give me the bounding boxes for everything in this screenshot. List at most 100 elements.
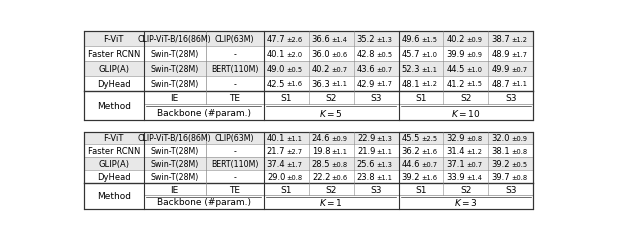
Text: GLIP(A): GLIP(A) [98, 160, 129, 168]
Text: ±0.8: ±0.8 [511, 174, 527, 180]
Text: 23.8: 23.8 [356, 172, 375, 182]
Text: S1: S1 [415, 94, 427, 103]
Text: CLIP(63M): CLIP(63M) [215, 35, 254, 44]
Text: ±0.5: ±0.5 [376, 52, 392, 58]
Text: ±1.3: ±1.3 [376, 161, 392, 167]
Text: 48.1: 48.1 [402, 80, 420, 88]
Text: -: - [233, 50, 236, 59]
Text: S1: S1 [415, 185, 427, 194]
Bar [84, 132, 533, 209]
Text: 45.5: 45.5 [402, 134, 420, 143]
Text: 22.2: 22.2 [312, 172, 330, 182]
Text: ±1.3: ±1.3 [376, 37, 392, 43]
Text: 44.6: 44.6 [402, 160, 420, 168]
Text: ±1.6: ±1.6 [421, 174, 437, 180]
Text: Swin-T(28M): Swin-T(28M) [150, 65, 198, 74]
Text: ±0.9: ±0.9 [331, 136, 347, 141]
Text: ±1.1: ±1.1 [421, 66, 437, 72]
Text: ±1.6: ±1.6 [421, 148, 437, 154]
Text: ±1.1: ±1.1 [331, 148, 347, 154]
Text: ±1.0: ±1.0 [466, 66, 482, 72]
Text: S1: S1 [280, 94, 292, 103]
Text: ±1.1: ±1.1 [376, 174, 392, 180]
Text: ±1.5: ±1.5 [421, 37, 437, 43]
Text: 39.2: 39.2 [492, 160, 510, 168]
Text: 36.6: 36.6 [312, 35, 330, 44]
Bar [84, 32, 533, 120]
Bar [84, 32, 533, 47]
Text: TE: TE [229, 185, 240, 194]
Text: -: - [233, 172, 236, 182]
Text: Faster RCNN: Faster RCNN [88, 50, 140, 59]
Text: ±0.7: ±0.7 [466, 161, 482, 167]
Text: BERT(110M): BERT(110M) [211, 65, 259, 74]
Text: Swin-T(28M): Swin-T(28M) [150, 160, 198, 168]
Text: S3: S3 [505, 185, 516, 194]
Text: IE: IE [170, 94, 179, 103]
Text: 40.1: 40.1 [267, 134, 285, 143]
Text: $K = 1$: $K = 1$ [319, 196, 343, 207]
Text: S2: S2 [325, 185, 337, 194]
Text: ±2.7: ±2.7 [286, 148, 302, 154]
Text: S3: S3 [505, 94, 516, 103]
Text: 37.4: 37.4 [267, 160, 285, 168]
Text: 40.1: 40.1 [267, 50, 285, 59]
Text: ±1.3: ±1.3 [376, 136, 392, 141]
Text: 49.0: 49.0 [267, 65, 285, 74]
Text: S2: S2 [460, 185, 472, 194]
Text: ±1.1: ±1.1 [331, 81, 347, 87]
Text: ±2.6: ±2.6 [286, 37, 302, 43]
Text: ±0.7: ±0.7 [511, 66, 527, 72]
Text: 45.7: 45.7 [402, 50, 420, 59]
Text: ±1.7: ±1.7 [511, 52, 527, 58]
Text: ±1.0: ±1.0 [421, 52, 437, 58]
Text: 49.6: 49.6 [402, 35, 420, 44]
Text: 39.9: 39.9 [447, 50, 465, 59]
Text: $K = 5$: $K = 5$ [319, 107, 343, 118]
Text: S2: S2 [325, 94, 337, 103]
Text: 21.7: 21.7 [267, 147, 285, 156]
Text: ±0.5: ±0.5 [286, 66, 302, 72]
Text: F-ViT: F-ViT [104, 35, 124, 44]
Text: Method: Method [97, 192, 131, 200]
Text: 24.6: 24.6 [312, 134, 330, 143]
Text: ±0.5: ±0.5 [511, 161, 527, 167]
Text: CLIP(63M): CLIP(63M) [215, 134, 254, 143]
Text: ±0.9: ±0.9 [466, 37, 482, 43]
Text: 41.2: 41.2 [447, 80, 465, 88]
Text: ±1.6: ±1.6 [286, 81, 302, 87]
Text: S1: S1 [280, 185, 292, 194]
Text: BERT(110M): BERT(110M) [211, 160, 259, 168]
Text: ±0.8: ±0.8 [511, 148, 527, 154]
Text: CLIP-ViT-B/16(86M): CLIP-ViT-B/16(86M) [138, 35, 211, 44]
Text: ±1.2: ±1.2 [421, 81, 437, 87]
Text: 31.4: 31.4 [447, 147, 465, 156]
Text: 40.2: 40.2 [312, 65, 330, 74]
Text: S3: S3 [371, 185, 382, 194]
Text: ±0.9: ±0.9 [466, 52, 482, 58]
Text: ±2.5: ±2.5 [421, 136, 437, 141]
Text: Swin-T(28M): Swin-T(28M) [150, 172, 198, 182]
Text: Backbone (#param.): Backbone (#param.) [157, 198, 251, 206]
Text: ±1.7: ±1.7 [376, 81, 392, 87]
Text: 39.7: 39.7 [492, 172, 510, 182]
Bar [84, 132, 533, 145]
Text: S3: S3 [371, 94, 382, 103]
Text: ±1.2: ±1.2 [511, 37, 527, 43]
Text: ±1.5: ±1.5 [466, 81, 482, 87]
Text: ±0.7: ±0.7 [376, 66, 392, 72]
Text: CLIP-ViT-B/16(86M): CLIP-ViT-B/16(86M) [138, 134, 211, 143]
Text: 38.7: 38.7 [492, 35, 510, 44]
Text: Swin-T(28M): Swin-T(28M) [150, 80, 198, 88]
Text: 36.0: 36.0 [312, 50, 330, 59]
Text: ±1.1: ±1.1 [376, 148, 392, 154]
Text: 21.9: 21.9 [357, 147, 375, 156]
Text: 42.8: 42.8 [356, 50, 375, 59]
Text: IE: IE [170, 185, 179, 194]
Text: ±0.6: ±0.6 [331, 52, 348, 58]
Text: ±0.8: ±0.8 [466, 136, 482, 141]
Text: 52.3: 52.3 [402, 65, 420, 74]
Text: 43.6: 43.6 [356, 65, 375, 74]
Text: ±1.1: ±1.1 [286, 136, 302, 141]
Text: TE: TE [229, 94, 240, 103]
